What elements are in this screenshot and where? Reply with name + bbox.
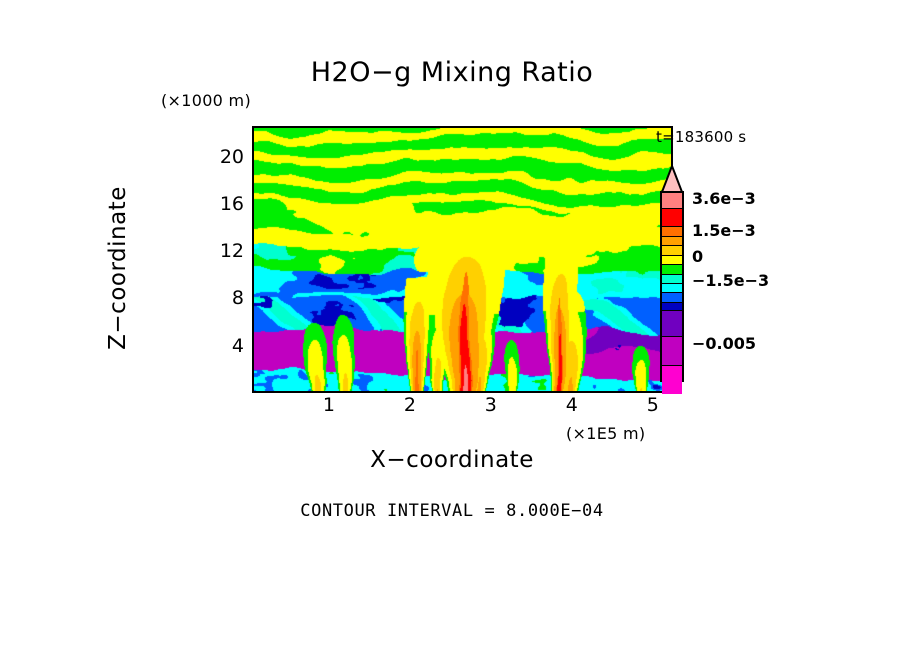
y-tick-label: 12 [219, 240, 244, 263]
y-axis-title: Z−coordinate [105, 186, 131, 350]
colorbar-tick-label: −0.005 [692, 334, 757, 353]
colorbar-tick-label: −1.5e−3 [692, 271, 770, 290]
y-axis-ticks: 4 8 12 16 20 [200, 126, 244, 393]
x-tick-label: 3 [484, 394, 497, 416]
colorbar-tick-label: 1.5e−3 [692, 221, 756, 240]
y-axis-unit-label: (×1000 m) [161, 91, 251, 110]
colorbar-band [662, 193, 682, 209]
colorbar-band [662, 246, 682, 256]
colorbar-arrow-icon [660, 166, 684, 192]
timestamp-label: t=183600 s [656, 128, 747, 146]
x-tick-label: 1 [322, 394, 335, 416]
colorbar-band [662, 256, 682, 265]
x-axis-title: X−coordinate [370, 447, 534, 473]
colorbar-band [662, 293, 682, 303]
y-tick-label: 4 [231, 334, 244, 357]
colorbar-band [662, 275, 682, 284]
colorbar-band [662, 237, 682, 246]
page-title: H2O−g Mixing Ratio [310, 57, 594, 88]
x-axis-unit-label: (×1E5 m) [566, 424, 646, 443]
colorbar-band [662, 337, 682, 366]
colorbar-bands [660, 191, 684, 394]
y-tick-label: 16 [219, 192, 244, 215]
x-tick-label: 2 [403, 394, 416, 416]
contour-plot[interactable] [252, 126, 673, 393]
contour-interval-label: CONTOUR INTERVAL = 8.000E−04 [300, 501, 604, 521]
x-axis-ticks: 1 2 3 4 5 [252, 396, 673, 422]
colorbar-band [662, 284, 682, 293]
colorbar-band [662, 227, 682, 237]
colorbar-tick-label: 3.6e−3 [692, 189, 756, 208]
colorbar-band [662, 366, 682, 394]
colorbar-band [662, 209, 682, 227]
y-tick-label: 8 [231, 287, 244, 310]
colorbar-band [662, 265, 682, 275]
colorbar-band [662, 311, 682, 337]
colorbar-tick-label: 0 [692, 247, 704, 266]
colorbar-band [662, 303, 682, 311]
colorbar[interactable]: 3.6e−3 1.5e−3 0 −1.5e−3 −0.005 [656, 166, 866, 394]
contour-field-canvas [254, 128, 671, 391]
x-tick-label: 5 [646, 394, 659, 416]
x-tick-label: 4 [565, 394, 578, 416]
y-tick-label: 20 [219, 145, 244, 168]
